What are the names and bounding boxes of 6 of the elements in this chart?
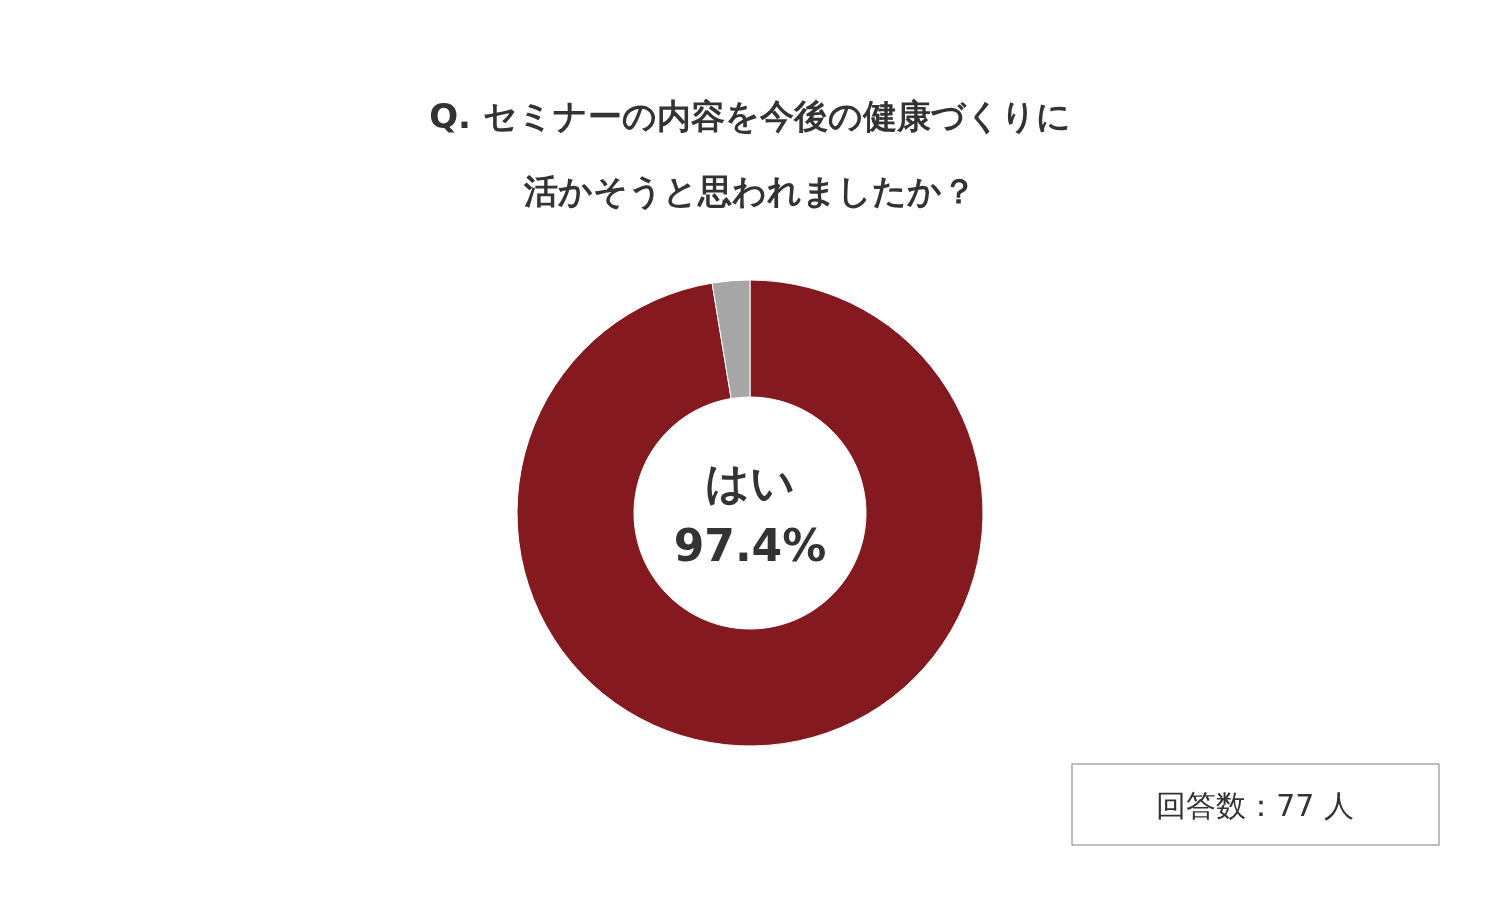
donut-slice bbox=[516, 279, 984, 747]
chart-title: Q. セミナーの内容を今後の健康づくりに bbox=[429, 96, 1071, 136]
data-label: 97.4% bbox=[673, 520, 827, 571]
slice-label: はい bbox=[705, 457, 795, 508]
text: 回答数：77 人 bbox=[1156, 788, 1354, 823]
chart-subtitle: 活かそうと思われましたか？ bbox=[523, 171, 976, 211]
